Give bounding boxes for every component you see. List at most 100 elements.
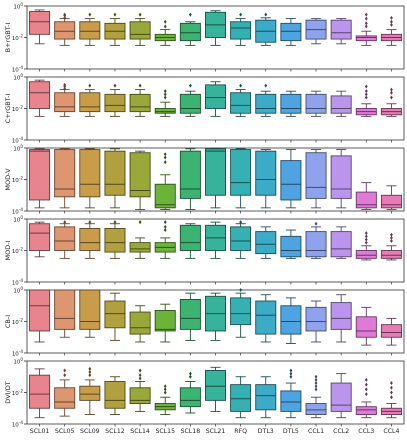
x-tick-label: CCL3 (358, 428, 374, 435)
y-tick-label: 10-2 (12, 247, 24, 256)
outlier-point (364, 24, 368, 29)
box-SCL18 (179, 12, 201, 46)
outlier-point (390, 385, 393, 390)
box-SCL05 (54, 368, 76, 417)
outlier-point (239, 220, 243, 225)
box-iqr (280, 305, 302, 335)
box-CCL3 (355, 182, 377, 210)
box-SCL21 (204, 292, 227, 341)
box-iqr (129, 242, 151, 253)
box-CCL1 (305, 90, 327, 117)
box-RFQ (230, 220, 252, 259)
box-CCL1 (305, 149, 327, 209)
box-DTL5 (280, 297, 302, 344)
box-iqr (79, 385, 101, 401)
x-tick-label: SCL18 (181, 428, 201, 435)
outlier-point (163, 155, 167, 160)
box-iqr (230, 384, 252, 412)
box-iqr (104, 150, 126, 196)
panel-4: 10-4 10-2 100 MOD-I (4, 215, 405, 287)
box-iqr (29, 223, 51, 251)
box-SCL09 (79, 12, 101, 46)
outlier-point (188, 374, 192, 379)
box-SCL12 (104, 292, 126, 341)
y-axis-label: MOD-I (4, 240, 12, 260)
outlier-point (314, 377, 318, 382)
outlier-point (390, 19, 393, 24)
outlier-point (390, 381, 393, 386)
box-iqr (54, 289, 76, 330)
box-SCL12 (104, 376, 126, 415)
box-CCL4 (380, 15, 402, 46)
box-DTL3 (255, 294, 277, 343)
box-SCL09 (79, 148, 101, 209)
outlier-point (163, 387, 167, 392)
box-DTL5 (280, 149, 302, 209)
box-iqr (79, 92, 101, 113)
box-SCL05 (54, 12, 76, 46)
box-RFQ (230, 376, 252, 419)
x-tick-label: SCL14 (130, 428, 150, 435)
box-SCL05 (54, 289, 76, 338)
y-axis-label: DVI/DT (4, 381, 12, 403)
box-SCL14 (129, 220, 151, 259)
outlier-point (390, 232, 393, 237)
box-iqr (330, 95, 352, 114)
outlier-point (364, 377, 368, 382)
box-iqr (204, 148, 227, 196)
box-CCL1 (305, 18, 327, 45)
box-iqr (355, 191, 377, 209)
box-CCL3 (355, 84, 377, 117)
outlier-point (390, 22, 393, 27)
box-RFQ (230, 288, 252, 338)
box-iqr (330, 231, 352, 258)
outlier-point (138, 220, 142, 225)
box-SCL15 (154, 152, 176, 210)
box-SCL05 (54, 82, 76, 117)
outlier-point (113, 83, 117, 88)
box-RFQ (230, 83, 252, 117)
outlier-point (289, 368, 293, 373)
box-CCL2 (330, 149, 352, 209)
box-iqr (129, 311, 151, 335)
outlier-point (390, 395, 393, 400)
box-DTL3 (255, 149, 277, 209)
box-CCL3 (355, 231, 377, 261)
box-iqr (230, 297, 252, 326)
box-iqr (230, 21, 252, 40)
outlier-point (364, 231, 368, 236)
y-axis-label: C+rGBT-I (4, 94, 12, 124)
box-iqr (154, 310, 176, 332)
box-iqr (355, 316, 377, 338)
box-SCL18 (179, 148, 201, 210)
box-SCL09 (79, 289, 101, 338)
outlier-point (314, 374, 318, 379)
box-SCL09 (79, 83, 101, 117)
box-iqr (230, 226, 252, 251)
box-iqr (79, 289, 101, 330)
box-iqr (179, 150, 201, 199)
outlier-point (314, 381, 318, 386)
box-iqr (54, 226, 76, 251)
outlier-point (188, 83, 192, 88)
box-iqr (129, 21, 151, 40)
box-SCL12 (104, 148, 126, 209)
box-SCL05 (54, 220, 76, 259)
box-iqr (330, 302, 352, 330)
y-tick-label: 100 (13, 215, 23, 224)
x-tick-label: RFQ (234, 428, 247, 435)
box-SCL14 (129, 305, 151, 343)
box-SCL01 (29, 221, 51, 258)
x-tick-label: SCL21 (206, 428, 226, 435)
outlier-point (63, 12, 67, 17)
box-iqr (280, 235, 302, 258)
box-iqr (79, 227, 101, 251)
outlier-point (138, 368, 142, 373)
box-SCL15 (154, 89, 176, 117)
box-iqr (29, 374, 51, 409)
box-SCL01 (29, 9, 51, 45)
outlier-point (163, 95, 167, 100)
box-iqr (104, 93, 126, 113)
y-tick-label: 100 (13, 357, 23, 366)
box-iqr (129, 387, 151, 404)
